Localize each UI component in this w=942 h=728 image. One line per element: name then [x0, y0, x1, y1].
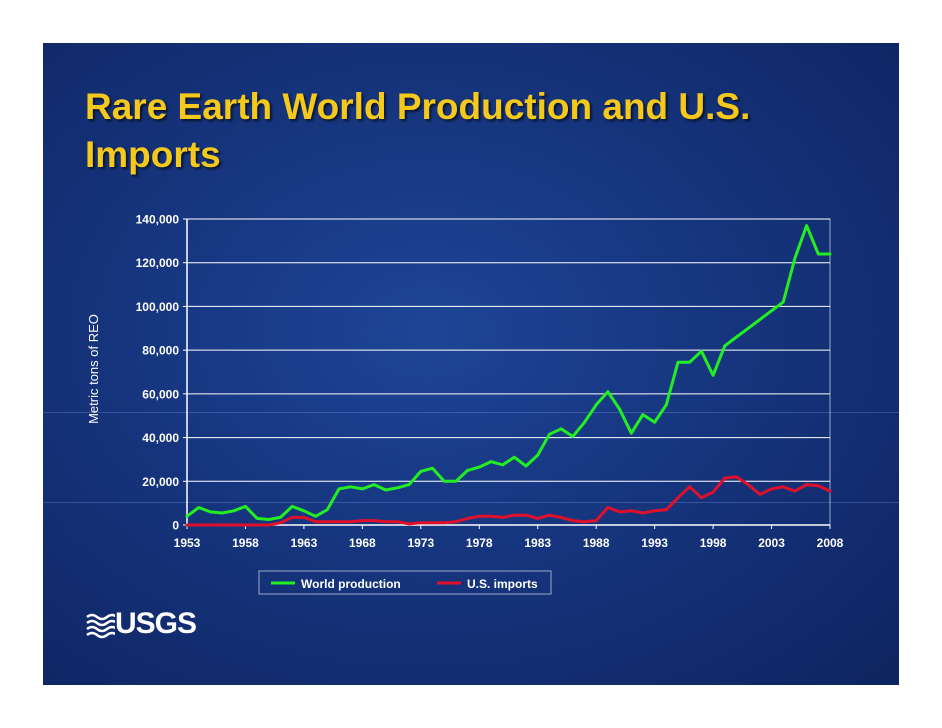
gridlines [187, 218, 830, 482]
x-tick-label: 1993 [641, 536, 668, 550]
usgs-logo: USGS [85, 607, 197, 640]
y-tick-label: 140,000 [136, 213, 180, 227]
x-tick-label: 1998 [700, 536, 727, 550]
series-line-world-production [185, 224, 832, 521]
series-line-us-imports [185, 475, 832, 527]
x-tick-label: 1983 [524, 536, 551, 550]
slide: Rare Earth World Production and U.S. Imp… [43, 43, 899, 685]
decorative-stripe [43, 502, 899, 503]
legend-frame [258, 570, 552, 595]
x-tick-label: 1988 [583, 536, 610, 550]
y-tick-label: 80,000 [142, 344, 179, 358]
slide-title: Rare Earth World Production and U.S. Imp… [85, 86, 751, 175]
x-tick-label: 1978 [466, 536, 493, 550]
y-tick-label: 60,000 [142, 387, 179, 401]
y-tick-label: 0 [172, 519, 179, 533]
legend-label: World production [301, 577, 401, 591]
legend-label: U.S. imports [467, 577, 538, 591]
x-tick-label: 1963 [291, 536, 318, 550]
plot-area-frame [186, 218, 831, 526]
x-tick-label: 1953 [174, 536, 201, 550]
x-tick-label: 1958 [232, 536, 259, 550]
usgs-logo-text: USGS [115, 607, 197, 640]
x-tick-label: 1973 [407, 536, 434, 550]
y-axis-ticks: 0 20,000 40,000 60,000 80,000 100,000 120,000 1… [136, 213, 187, 533]
x-axis-ticks: 1953 1958 1963 1968 1973 1978 1983 1988 1993 1998… [174, 525, 844, 550]
usgs-wave-icon [86, 613, 115, 639]
decorative-stripe [43, 412, 899, 413]
x-tick-label: 1968 [349, 536, 376, 550]
line-chart: 0 20,000 40,000 60,000 80,000 100,000 120,000 1… [86, 213, 844, 595]
y-tick-label: 100,000 [136, 300, 180, 314]
y-tick-label: 40,000 [142, 431, 179, 445]
series-group [185, 224, 832, 527]
legend: World production U.S. imports [258, 570, 552, 595]
y-tick-label: 120,000 [136, 256, 180, 270]
y-tick-label: 20,000 [142, 475, 179, 489]
y-axis-label: Metric tons of REO [86, 314, 101, 424]
x-tick-label: 2003 [758, 536, 785, 550]
x-tick-label: 2008 [817, 536, 844, 550]
